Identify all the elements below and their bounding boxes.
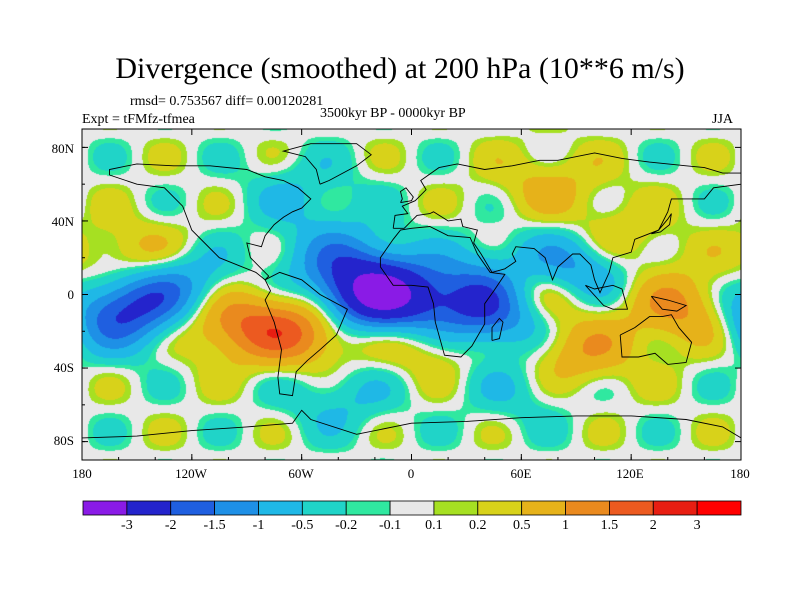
colorbar-swatch [609,500,654,516]
x-tick-label: 180 [730,466,750,481]
colorbar-label: -1.5 [203,518,226,533]
colorbar-label: -0.2 [335,518,358,533]
colorbar-swatch [258,500,303,516]
colorbar-label: -2 [164,518,177,533]
colorbar-swatch [345,500,391,516]
season-label: JJA [712,112,734,127]
y-tick-label: 40N [51,214,74,229]
colorbar-label: 1 [562,518,569,533]
colorbar-swatch [696,500,742,516]
colorbar-label: -0.5 [291,518,314,533]
x-tick-label: 0 [407,466,415,481]
colorbar-label: 0.2 [469,518,487,533]
colorbar-swatch [565,500,610,516]
stats-line: rmsd= 0.753567 diff= 0.00120281 [130,94,324,109]
period-label: 3500kyr BP - 0000kyr BP [320,106,466,121]
y-tick-label: 40S [53,360,74,375]
chart-title: Divergence (smoothed) at 200 hPa (10**6 … [115,52,685,85]
colorbar-label: 0.5 [512,518,531,533]
divergence-map [82,129,741,460]
colorbar-swatch [433,500,479,516]
x-tick-label: 60E [510,466,532,481]
experiment-label: Expt = tFMfz-tfmea [82,112,195,127]
colorbar-swatch [170,500,216,516]
x-tick-label: 120W [175,466,207,481]
colorbar-swatch [389,500,435,516]
colorbar-swatch [477,500,523,516]
x-tick-label: 120E [616,466,644,481]
colorbar-swatch [301,500,347,516]
colorbar-label: 2 [649,518,657,533]
colorbar-label: -0.1 [379,518,402,533]
colorbar-label: -3 [121,518,133,533]
x-tick-label: 60W [288,466,314,481]
y-tick-label: 80S [53,433,74,448]
colorbar [82,500,742,516]
colorbar-label: -1 [252,518,265,533]
colorbar-label: 0.1 [425,518,443,533]
colorbar-swatch [521,500,566,516]
y-tick-label: 0 [67,287,75,302]
colorbar-swatch [214,500,259,516]
colorbar-swatch [82,500,128,516]
x-tick-label: 180 [72,466,92,481]
colorbar-swatch [126,500,172,516]
colorbar-label: 1.5 [600,518,619,533]
colorbar-label: 3 [693,518,701,533]
colorbar-swatch [652,500,698,516]
y-tick-label: 80N [51,141,74,156]
